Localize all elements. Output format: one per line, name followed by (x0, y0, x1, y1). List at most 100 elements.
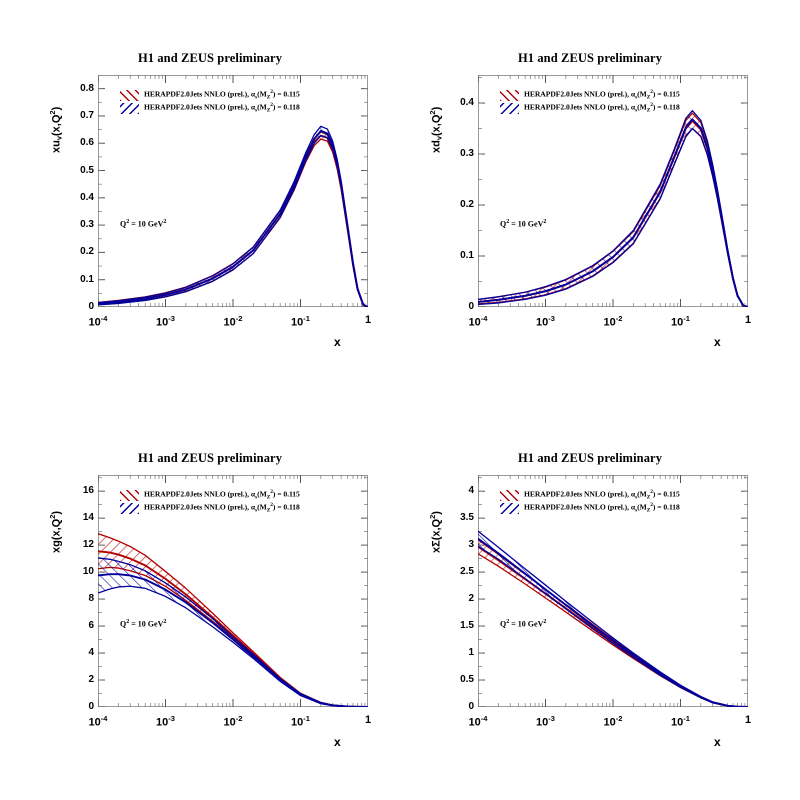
x-tick-label: 10-4 (88, 714, 108, 729)
y-tick-label: 0 (88, 301, 94, 312)
panel-title: H1 and ZEUS preliminary (517, 451, 663, 465)
legend-item: HERAPDF2.0Jets NNLO (prel.), αs(MZ2) = 0… (500, 102, 680, 114)
plot-panel-xg: H1 and ZEUS preliminary xg(x,Q2) x 0 2 4 6 8 10 1… (30, 445, 390, 755)
panel-title: H1 and ZEUS preliminary (137, 51, 283, 65)
legend-swatch-icon (120, 89, 139, 101)
q2-annotation: Q2 = 10 GeV2 (120, 219, 167, 229)
y-tick-label: 0.5 (460, 674, 474, 686)
y-tick-label: 0.2 (460, 199, 474, 211)
plot-panel-xdv: H1 and ZEUS preliminary xdv(x,Q2) x 0 0.1 0.2… (410, 45, 770, 355)
x-tick-label: 10-2 (603, 714, 623, 729)
x-tick-label: 10-4 (468, 314, 488, 329)
y-tick-label: 0.8 (80, 82, 94, 94)
legend-item: HERAPDF2.0Jets NNLO (prel.), αs(MZ2) = 0… (120, 102, 300, 114)
panel-title: H1 and ZEUS preliminary (517, 51, 663, 65)
x-tick-label: 1 (364, 314, 372, 326)
panel-title: H1 and ZEUS preliminary (137, 451, 283, 465)
y-tick-label: 16 (82, 485, 94, 497)
x-tick-label: 10-4 (88, 314, 108, 329)
x-tick-label: 10-3 (536, 714, 555, 729)
legend-item: HERAPDF2.0Jets NNLO (prel.), αs(MZ2) = 0… (500, 502, 680, 514)
x-tick-label: 10-1 (291, 714, 310, 729)
y-tick-label: 6 (88, 620, 94, 632)
x-axis-label: x (714, 335, 721, 349)
x-tick-label: 1 (744, 714, 752, 726)
y-tick-label: 0.3 (80, 219, 94, 231)
legend: HERAPDF2.0Jets NNLO (prel.), αs(MZ2) = 0… (120, 89, 300, 115)
uncertainty-band (98, 557, 368, 707)
legend-item: HERAPDF2.0Jets NNLO (prel.), αs(MZ2) = 0… (500, 489, 680, 501)
plot-frame (478, 475, 748, 707)
legend-label: HERAPDF2.0Jets NNLO (prel.), αs(MZ2) = 0… (144, 489, 300, 501)
y-tick-label: 4 (88, 647, 94, 659)
q2-annotation: Q2 = 10 GeV2 (500, 619, 547, 629)
plot-panel-xsigma: H1 and ZEUS preliminary xΣ(x,Q2) x 0 0.5 1 1.5… (410, 445, 770, 755)
plot-canvas (478, 475, 748, 707)
plot-frame (98, 475, 368, 707)
legend-item: HERAPDF2.0Jets NNLO (prel.), αs(MZ2) = 0… (120, 502, 300, 514)
legend-item: HERAPDF2.0Jets NNLO (prel.), αs(MZ2) = 0… (120, 489, 300, 501)
y-axis-label: xdv(x,Q2) (428, 106, 444, 153)
uncertainty-band (98, 126, 368, 307)
y-tick-label: 0.1 (80, 273, 94, 285)
y-tick-label: 0.4 (460, 97, 474, 109)
x-tick-label: 10-3 (536, 314, 555, 329)
legend-label: HERAPDF2.0Jets NNLO (prel.), αs(MZ2) = 0… (144, 89, 300, 101)
series-central-line (478, 118, 748, 307)
legend-swatch-icon (500, 489, 519, 501)
series-central-line (98, 130, 368, 307)
y-tick-label: 0.5 (80, 164, 94, 176)
legend-label: HERAPDF2.0Jets NNLO (prel.), αs(MZ2) = 0… (524, 89, 680, 101)
y-tick-label: 2 (88, 674, 94, 686)
x-axis-label: x (334, 335, 341, 349)
legend-label: HERAPDF2.0Jets NNLO (prel.), αs(MZ2) = 0… (524, 502, 680, 514)
series-central-line (478, 537, 748, 707)
x-tick-label: 10-3 (156, 714, 175, 729)
y-tick-label: 0.6 (80, 137, 94, 149)
x-tick-label: 1 (364, 714, 372, 726)
y-tick-label: 1 (468, 647, 474, 659)
y-tick-label: 4 (468, 485, 474, 497)
series-edge-line (478, 110, 748, 307)
y-tick-label: 10 (82, 566, 94, 578)
y-tick-label: 8 (88, 593, 94, 605)
y-tick-label: 0.7 (80, 109, 94, 121)
x-tick-label: 10-2 (223, 314, 243, 329)
y-tick-label: 0 (468, 701, 474, 712)
plot-canvas (98, 475, 368, 707)
y-tick-label: 0.4 (80, 191, 94, 203)
q2-annotation: Q2 = 10 GeV2 (120, 619, 167, 629)
y-tick-label: 3 (468, 539, 474, 551)
legend-item: HERAPDF2.0Jets NNLO (prel.), αs(MZ2) = 0… (120, 89, 300, 101)
x-tick-label: 10-3 (156, 314, 175, 329)
series-edge-line (478, 127, 748, 307)
legend: HERAPDF2.0Jets NNLO (prel.), αs(MZ2) = 0… (500, 89, 680, 115)
legend-label: HERAPDF2.0Jets NNLO (prel.), αs(MZ2) = 0… (524, 489, 680, 501)
q2-annotation: Q2 = 10 GeV2 (500, 219, 547, 229)
legend: HERAPDF2.0Jets NNLO (prel.), αs(MZ2) = 0… (500, 489, 680, 515)
x-tick-label: 10-1 (671, 314, 690, 329)
x-tick-label: 10-4 (468, 714, 488, 729)
y-tick-label: 2.5 (460, 566, 474, 578)
y-axis-label: xΣ(x,Q2) (428, 511, 443, 553)
legend-swatch-icon (500, 89, 519, 101)
y-tick-label: 2 (468, 593, 474, 605)
y-tick-label: 0.1 (460, 250, 474, 261)
legend-label: HERAPDF2.0Jets NNLO (prel.), αs(MZ2) = 0… (144, 102, 300, 114)
plot-panel-xuv: H1 and ZEUS preliminary xuv(x,Q2) x 0 0.1 0.2… (30, 45, 390, 355)
plot-canvas (478, 75, 748, 307)
y-tick-label: 12 (82, 539, 94, 551)
uncertainty-band (98, 533, 368, 707)
series-edge-line (98, 585, 368, 707)
series-central-line (98, 573, 368, 707)
plot-canvas (98, 75, 368, 307)
y-axis-label: xg(x,Q2) (48, 510, 63, 553)
x-axis-label: x (714, 735, 721, 749)
x-axis-label: x (334, 735, 341, 749)
x-tick-label: 10-2 (603, 314, 623, 329)
y-tick-label: 0 (468, 301, 474, 312)
y-tick-label: 0 (88, 701, 94, 712)
legend-item: HERAPDF2.0Jets NNLO (prel.), αs(MZ2) = 0… (500, 89, 680, 101)
y-tick-label: 3.5 (460, 512, 474, 524)
